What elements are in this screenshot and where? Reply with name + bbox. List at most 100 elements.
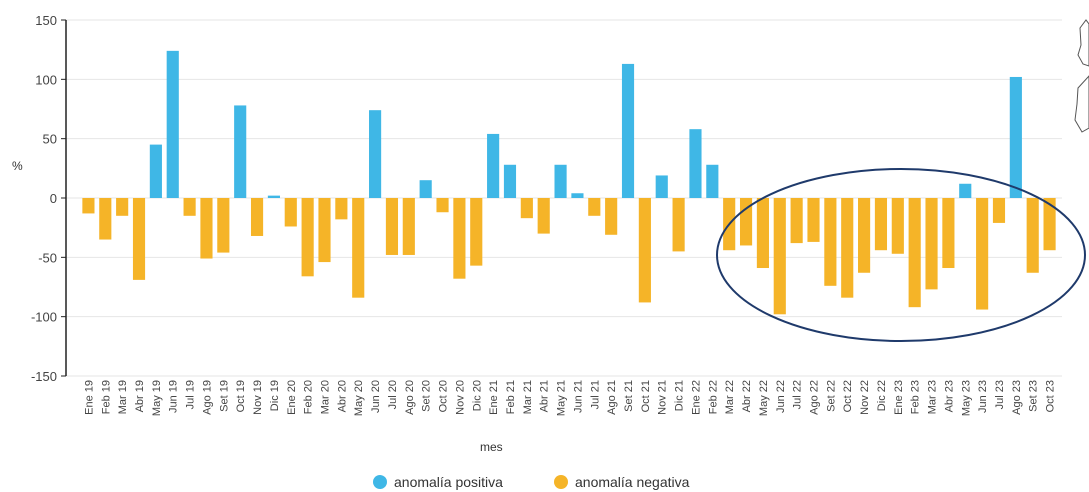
- bar-ene-22: [689, 129, 702, 198]
- bar-feb-21: [503, 164, 517, 198]
- x-tick-label: Feb 23: [910, 380, 922, 414]
- x-tick-label: May 22: [758, 380, 770, 416]
- bar-ago-22: [807, 198, 820, 242]
- x-tick-label: Ene 21: [488, 380, 500, 415]
- bar-oct-21: [638, 198, 651, 303]
- x-tick-label: Abr 22: [741, 380, 753, 412]
- legend-label-negative: anomalía negativa: [575, 474, 690, 490]
- bars: [82, 50, 1056, 315]
- x-tick-label: Oct 20: [438, 380, 450, 412]
- x-tick-label: Feb 21: [505, 380, 517, 414]
- x-tick-label: Abr 19: [134, 380, 146, 412]
- x-tick-label: Mar 22: [724, 380, 736, 414]
- bar-mar-21: [520, 198, 533, 219]
- legend-label-positive: anomalía positiva: [394, 474, 503, 490]
- x-tick-label: Oct 23: [1045, 380, 1057, 412]
- bar-dic-20: [470, 198, 483, 266]
- bar-jun-20: [369, 110, 382, 198]
- x-tick-label: Ago 23: [1011, 380, 1023, 415]
- x-tick-label: Set 23: [1028, 380, 1040, 412]
- bar-oct-20: [436, 198, 449, 213]
- bar-ene-19: [82, 198, 95, 214]
- x-tick-label: Ago 21: [606, 380, 618, 415]
- bar-mar-23: [925, 198, 938, 290]
- bar-ago-23: [1009, 76, 1022, 198]
- x-tick-label: Nov 21: [657, 380, 669, 415]
- x-tick-label: Jul 20: [387, 380, 399, 409]
- bar-oct-23: [1043, 198, 1056, 251]
- y-tick-label: -150: [31, 369, 57, 384]
- x-tick-label: Jun 23: [977, 380, 989, 413]
- bar-abr-21: [537, 198, 550, 234]
- map-outline-icon: [1074, 19, 1089, 133]
- bar-feb-22: [706, 164, 719, 198]
- y-tick-label: 50: [43, 132, 57, 147]
- y-tick-label: 100: [35, 72, 57, 87]
- x-tick-label: Set 22: [825, 380, 837, 412]
- x-tick-label: Mar 21: [522, 380, 534, 414]
- bar-feb-20: [301, 198, 314, 277]
- y-tick-label: 0: [50, 191, 57, 206]
- bar-mar-19: [116, 198, 129, 216]
- bar-set-20: [419, 180, 432, 198]
- x-tick-label: Jul 22: [792, 380, 804, 409]
- bar-dic-22: [874, 198, 888, 251]
- bar-jun-22: [773, 198, 786, 315]
- bar-set-19: [217, 198, 230, 253]
- bar-may-19: [149, 144, 162, 198]
- y-tick-label: 150: [35, 13, 57, 28]
- x-tick-label: Nov 19: [252, 380, 264, 415]
- bar-ago-20: [402, 198, 415, 255]
- bar-nov-19: [250, 198, 264, 236]
- y-tick-label: -100: [31, 310, 57, 325]
- legend-marker-positive: [373, 475, 387, 489]
- bar-jul-23: [992, 198, 1006, 223]
- gridlines: [66, 19, 1062, 377]
- bar-jul-22: [790, 198, 803, 244]
- y-tick-labels: 150 100 50 0 -50 -100 -150: [31, 13, 66, 384]
- bar-ago-21: [605, 198, 618, 235]
- x-tick-label: May 23: [960, 380, 972, 416]
- x-tick-label: Oct 21: [640, 380, 652, 412]
- x-tick-label: Ene 20: [286, 380, 298, 415]
- bar-dic-21: [672, 198, 685, 252]
- bar-jul-19: [183, 198, 196, 216]
- x-tick-label: Jul 19: [185, 380, 197, 409]
- bar-may-23: [959, 183, 972, 198]
- bar-feb-23: [908, 198, 921, 308]
- y-tick-label: -50: [38, 250, 57, 265]
- x-tick-label: Jul 23: [994, 380, 1006, 409]
- bar-set-23: [1026, 198, 1039, 273]
- x-tick-label: Dic 20: [471, 380, 483, 411]
- x-tick-label: Mar 23: [927, 380, 939, 414]
- x-tick-label: Set 19: [218, 380, 230, 412]
- bar-nov-20: [453, 198, 466, 279]
- bar-nov-21: [655, 175, 668, 198]
- x-tick-label: Jun 19: [168, 380, 180, 413]
- bar-jun-19: [166, 50, 179, 198]
- bar-feb-19: [99, 198, 112, 240]
- x-tick-label: Abr 23: [943, 380, 955, 412]
- x-tick-label: Nov 22: [859, 380, 871, 415]
- x-tick-label: Nov 20: [454, 380, 466, 415]
- bar-set-22: [824, 198, 837, 286]
- bar-may-20: [352, 198, 365, 298]
- x-tick-label: Ene 23: [893, 380, 905, 415]
- x-tick-label: Mar 19: [117, 380, 129, 414]
- bar-ene-20: [284, 198, 297, 227]
- x-tick-label: Ago 19: [201, 380, 213, 415]
- x-tick-labels: Ene 19 Feb 19 Mar 19 Abr 19 May 19 Jun 19 Jul …: [83, 380, 1056, 416]
- x-tick-label: Feb 22: [707, 380, 719, 414]
- bar-jul-20: [385, 198, 399, 255]
- bar-jun-21: [571, 193, 584, 198]
- highlight-ellipse: [716, 168, 1086, 342]
- bar-ene-23: [891, 198, 904, 254]
- x-tick-label: Jun 20: [370, 380, 382, 413]
- x-tick-label: Abr 20: [336, 380, 348, 412]
- x-tick-label: Dic 22: [876, 380, 888, 411]
- x-tick-label: Oct 19: [235, 380, 247, 412]
- x-tick-label: Jun 21: [572, 380, 584, 413]
- x-tick-label: May 20: [353, 380, 365, 416]
- x-tick-label: Ago 22: [809, 380, 821, 415]
